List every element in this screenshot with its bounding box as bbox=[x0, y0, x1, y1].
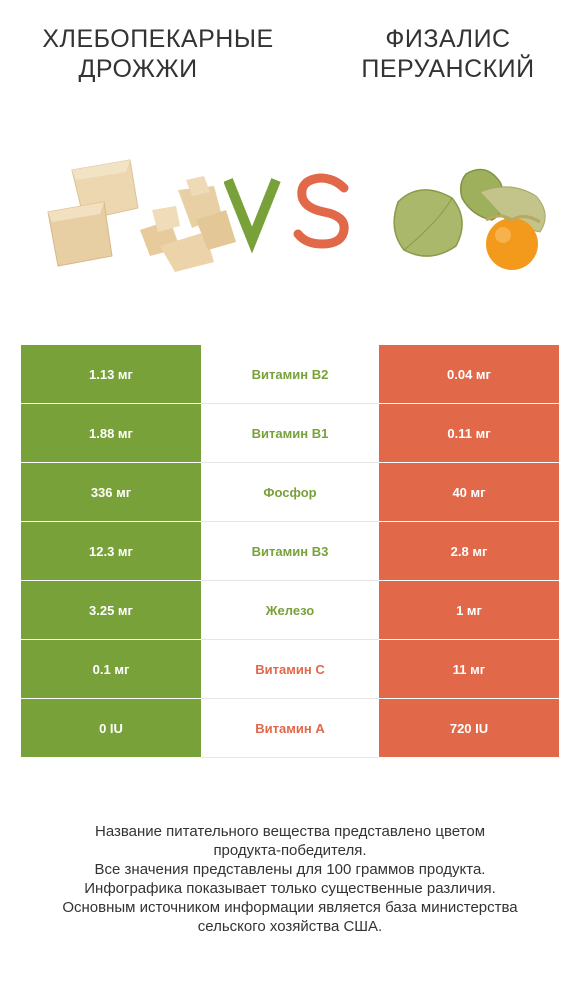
left-product-title: Хлебопекарные дрожжи bbox=[28, 24, 288, 84]
product-images bbox=[47, 159, 546, 272]
yeast-image bbox=[47, 159, 236, 272]
right-value: 720 IU bbox=[379, 698, 559, 758]
footnote-line-1: Название питательного вещества представл… bbox=[94, 823, 486, 840]
right-title-line2: перуанский bbox=[361, 55, 535, 83]
footnote-line-3: Все значения представлены для 100 граммо… bbox=[94, 861, 486, 878]
right-value: 40 мг bbox=[379, 462, 559, 522]
left-value: 0 IU bbox=[21, 698, 201, 758]
left-value: 1.13 мг bbox=[21, 344, 201, 404]
left-value: 336 мг bbox=[21, 462, 201, 522]
nutrient-name: Витамин C bbox=[201, 639, 379, 699]
table-row: 1.88 мг Витамин B1 0.11 мг bbox=[21, 403, 559, 463]
physalis-image bbox=[393, 168, 546, 270]
right-value: 0.11 мг bbox=[379, 403, 559, 463]
right-value: 2.8 мг bbox=[379, 521, 559, 581]
right-product-title: Физалис перуанский bbox=[330, 24, 566, 84]
vs-label bbox=[224, 173, 349, 254]
right-value: 11 мг bbox=[379, 639, 559, 699]
right-value: 1 мг bbox=[379, 580, 559, 640]
left-value: 1.88 мг bbox=[21, 403, 201, 463]
nutrient-name: Железо bbox=[201, 580, 379, 640]
table-row: 12.3 мг Витамин B3 2.8 мг bbox=[21, 521, 559, 581]
left-value: 12.3 мг bbox=[21, 521, 201, 581]
left-title-line2: дрожжи bbox=[78, 55, 198, 83]
nutrient-name: Витамин B2 bbox=[201, 344, 379, 404]
footnote-line-4: Инфографика показывает только существенн… bbox=[84, 880, 496, 897]
comparison-table: 1.13 мг Витамин B2 0.04 мг 1.88 мг Витамин B… bbox=[21, 344, 559, 758]
left-value: 0.1 мг bbox=[21, 639, 201, 699]
footnote: Название питательного вещества представл… bbox=[20, 822, 560, 936]
table-row: 3.25 мг Железо 1 мг bbox=[21, 580, 559, 640]
table-row: 0 IU Витамин A 720 IU bbox=[21, 698, 559, 758]
footnote-line-5: Основным источником информации является … bbox=[62, 899, 518, 916]
footnote-line-6: сельского хозяйства США. bbox=[197, 918, 383, 935]
right-title-line1: Физалис bbox=[385, 25, 511, 53]
nutrient-name: Витамин A bbox=[201, 698, 379, 758]
footnote-line-2: продукта-победителя. bbox=[213, 842, 367, 859]
table-row: 0.1 мг Витамин C 11 мг bbox=[21, 639, 559, 699]
left-value: 3.25 мг bbox=[21, 580, 201, 640]
left-title-line1: Хлебопекарные bbox=[42, 25, 274, 53]
nutrient-name: Витамин B3 bbox=[201, 521, 379, 581]
right-value: 0.04 мг bbox=[379, 344, 559, 404]
table-row: 1.13 мг Витамин B2 0.04 мг bbox=[21, 344, 559, 404]
nutrient-name: Фосфор bbox=[201, 462, 379, 522]
table-row: 336 мг Фосфор 40 мг bbox=[21, 462, 559, 522]
nutrient-name: Витамин B1 bbox=[201, 403, 379, 463]
